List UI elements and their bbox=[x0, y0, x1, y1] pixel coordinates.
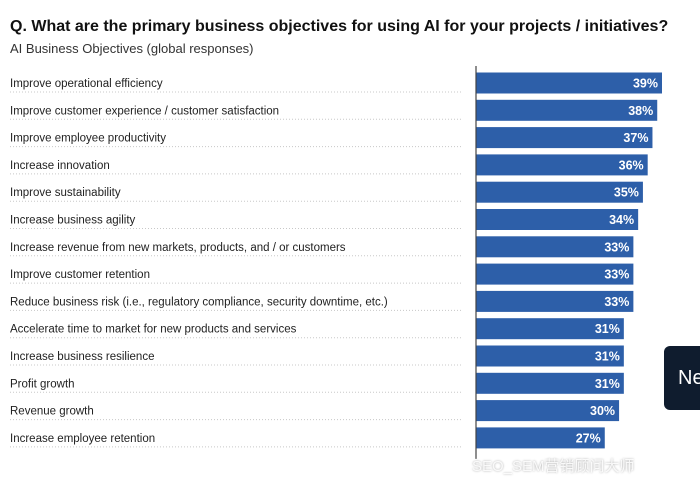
category-label: Improve operational efficiency bbox=[10, 78, 163, 90]
bar bbox=[476, 345, 624, 367]
category-label: Improve customer experience / customer s… bbox=[10, 105, 279, 117]
chart-subtitle: AI Business Objectives (global responses… bbox=[10, 41, 254, 56]
category-label: Increase employee retention bbox=[10, 433, 155, 445]
bar bbox=[476, 99, 658, 121]
bar bbox=[476, 290, 634, 312]
bar bbox=[476, 127, 653, 149]
bar-value-label: 33% bbox=[604, 295, 629, 309]
bar bbox=[476, 154, 648, 176]
category-label: Improve customer retention bbox=[10, 269, 150, 281]
bar-value-label: 31% bbox=[595, 377, 620, 391]
bar-value-label: 38% bbox=[628, 104, 653, 118]
bar-value-label: 35% bbox=[614, 186, 639, 200]
category-label: Reduce business risk (i.e., regulatory c… bbox=[10, 296, 388, 308]
category-label: Revenue growth bbox=[10, 406, 94, 418]
bar-value-label: 31% bbox=[595, 322, 620, 336]
category-label: Increase business resilience bbox=[10, 351, 154, 363]
bar bbox=[476, 236, 634, 258]
bar bbox=[476, 427, 605, 449]
category-label: Increase revenue from new markets, produ… bbox=[10, 242, 346, 254]
bar bbox=[476, 72, 662, 94]
category-label: Accelerate time to market for new produc… bbox=[10, 324, 297, 336]
bar-value-label: 27% bbox=[576, 431, 601, 445]
next-side-button[interactable]: Ne bbox=[664, 346, 700, 410]
bar bbox=[476, 263, 634, 285]
bar bbox=[476, 318, 624, 340]
category-label: Improve sustainability bbox=[10, 187, 121, 199]
bar-value-label: 33% bbox=[604, 240, 629, 254]
bar bbox=[476, 181, 643, 203]
category-label: Increase business agility bbox=[10, 215, 136, 227]
bar-value-label: 36% bbox=[619, 158, 644, 172]
bar bbox=[476, 400, 620, 422]
category-label: Profit growth bbox=[10, 378, 75, 390]
bar-value-label: 34% bbox=[609, 213, 634, 227]
chart-title: Q. What are the primary business objecti… bbox=[10, 18, 669, 35]
bar-value-label: 31% bbox=[595, 350, 620, 364]
bar-value-label: 30% bbox=[590, 404, 615, 418]
bar-value-label: 39% bbox=[633, 77, 658, 91]
bar-value-label: 33% bbox=[604, 268, 629, 282]
bar bbox=[476, 372, 624, 394]
bar bbox=[476, 209, 639, 230]
bar-value-label: 37% bbox=[623, 131, 648, 145]
category-label: Improve employee productivity bbox=[10, 133, 166, 145]
watermark-text: SEO_SEM营销顾问大师 bbox=[472, 458, 635, 475]
category-label: Increase innovation bbox=[10, 160, 110, 172]
